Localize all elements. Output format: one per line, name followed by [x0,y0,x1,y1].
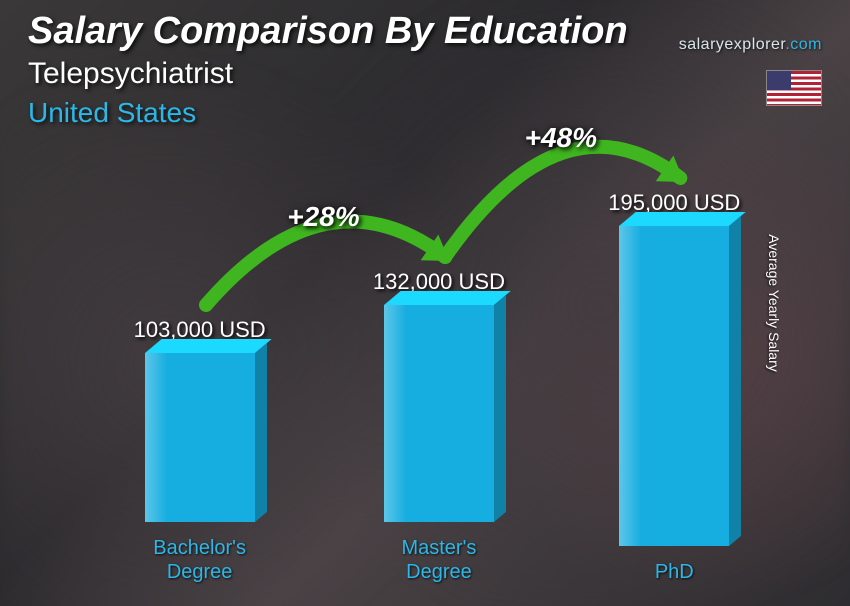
bar-3d [384,305,494,522]
bar-category-label: Master's Degree [369,536,509,584]
bar-side-face [494,295,506,522]
bar-side-face [255,343,267,522]
bar-front [384,305,494,522]
bar-top-face [619,212,746,226]
bar-front [145,353,255,522]
job-title: Telepsychiatrist [28,57,830,91]
bar-group: 103,000 USDBachelor's Degree [130,317,270,584]
bar-group: 132,000 USDMaster's Degree [369,269,509,584]
bar-front [619,226,729,546]
country-name: United States [28,97,830,129]
bar-chart: 103,000 USDBachelor's Degree 132,000 USDM… [80,144,790,584]
bar-top-face [145,339,272,353]
header: Salary Comparison By Education Telepsych… [28,10,830,129]
bar-top-face [384,291,511,305]
bar-category-label: PhD [655,560,694,584]
bar-category-label: Bachelor's Degree [130,536,270,584]
bar-3d [145,353,255,522]
bar-3d [619,226,729,546]
bar-side-face [729,216,741,546]
page-title: Salary Comparison By Education [28,10,628,53]
bar-group: 195,000 USDPhD [608,190,740,584]
